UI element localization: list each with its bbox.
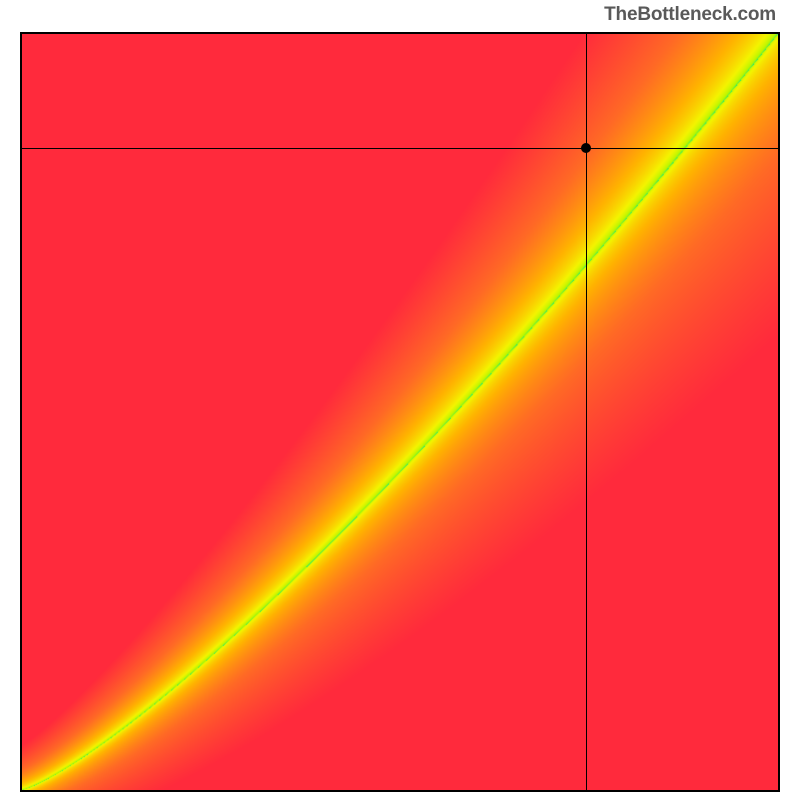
site-watermark: TheBottleneck.com xyxy=(604,4,776,26)
crosshair-marker xyxy=(581,143,591,153)
heatmap-plot xyxy=(20,32,780,792)
crosshair-horizontal xyxy=(22,148,778,149)
